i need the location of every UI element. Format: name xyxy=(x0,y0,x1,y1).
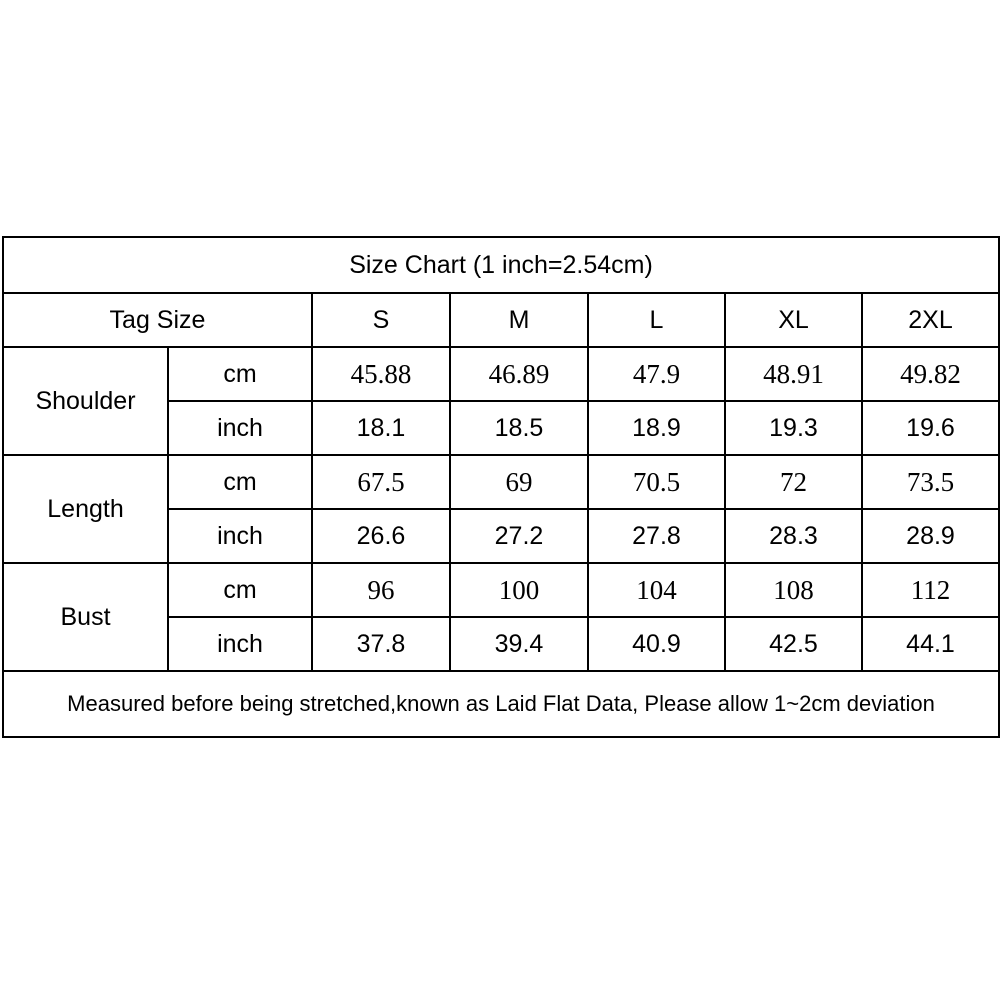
measure-name: Shoulder xyxy=(2,346,169,456)
size-chart-table: Size Chart (1 inch=2.54cm) Tag Size S M … xyxy=(1,236,1000,738)
value-cell: 70.5 xyxy=(587,454,726,510)
measure-name: Length xyxy=(2,454,169,564)
value-cell: 18.1 xyxy=(311,400,451,456)
value-cell: 18.5 xyxy=(449,400,589,456)
value-cell: 72 xyxy=(724,454,863,510)
unit-label: inch xyxy=(167,400,313,456)
value-cell: 73.5 xyxy=(860,454,1000,510)
value-cell: 108 xyxy=(724,562,863,618)
table-row: Length cm 67.5 69 70.5 72 73.5 xyxy=(2,454,1000,564)
size-header: M xyxy=(449,292,589,348)
value-cell: 44.1 xyxy=(860,616,1000,672)
value-cell: 67.5 xyxy=(311,454,451,510)
table-row: inch 37.8 39.4 40.9 42.5 44.1 xyxy=(3,616,1000,672)
value-cell: 19.3 xyxy=(724,400,863,456)
value-cell: 28.9 xyxy=(860,508,1000,564)
table-row: inch 18.1 18.5 18.9 19.3 19.6 xyxy=(3,400,1000,456)
value-cell: 37.8 xyxy=(311,616,451,672)
size-header: S xyxy=(311,292,451,348)
size-header: L xyxy=(587,292,726,348)
unit-label: cm xyxy=(167,562,313,618)
value-cell: 100 xyxy=(449,562,589,618)
value-cell: 96 xyxy=(311,562,451,618)
value-cell: 49.82 xyxy=(860,346,1000,402)
value-cell: 39.4 xyxy=(449,616,589,672)
value-cell: 19.6 xyxy=(860,400,1000,456)
unit-label: inch xyxy=(167,508,313,564)
size-header: 2XL xyxy=(860,292,1000,348)
title-row: Size Chart (1 inch=2.54cm) xyxy=(1,236,1000,294)
unit-label: inch xyxy=(167,616,313,672)
table-row: inch 26.6 27.2 27.8 28.3 28.9 xyxy=(3,508,1000,564)
footnote: Measured before being stretched,known as… xyxy=(1,670,1000,738)
value-cell: 48.91 xyxy=(724,346,863,402)
note-row: Measured before being stretched,known as… xyxy=(1,670,1000,738)
value-cell: 40.9 xyxy=(587,616,726,672)
value-cell: 27.2 xyxy=(449,508,589,564)
measure-name: Bust xyxy=(2,562,169,672)
value-cell: 18.9 xyxy=(587,400,726,456)
value-cell: 27.8 xyxy=(587,508,726,564)
value-cell: 69 xyxy=(449,454,589,510)
value-cell: 45.88 xyxy=(311,346,451,402)
table-row: Bust cm 96 100 104 108 112 xyxy=(2,562,1000,672)
value-cell: 46.89 xyxy=(449,346,589,402)
unit-label: cm xyxy=(167,454,313,510)
tag-size-header: Tag Size xyxy=(2,292,313,348)
unit-label: cm xyxy=(167,346,313,402)
table-title: Size Chart (1 inch=2.54cm) xyxy=(1,236,1000,294)
header-row: Tag Size S M L XL 2XL xyxy=(2,292,1000,348)
value-cell: 112 xyxy=(860,562,1000,618)
value-cell: 47.9 xyxy=(587,346,726,402)
size-header: XL xyxy=(724,292,863,348)
value-cell: 42.5 xyxy=(724,616,863,672)
value-cell: 28.3 xyxy=(724,508,863,564)
table-row: Shoulder cm 45.88 46.89 47.9 48.91 49.82 xyxy=(2,346,1000,456)
value-cell: 26.6 xyxy=(311,508,451,564)
value-cell: 104 xyxy=(587,562,726,618)
